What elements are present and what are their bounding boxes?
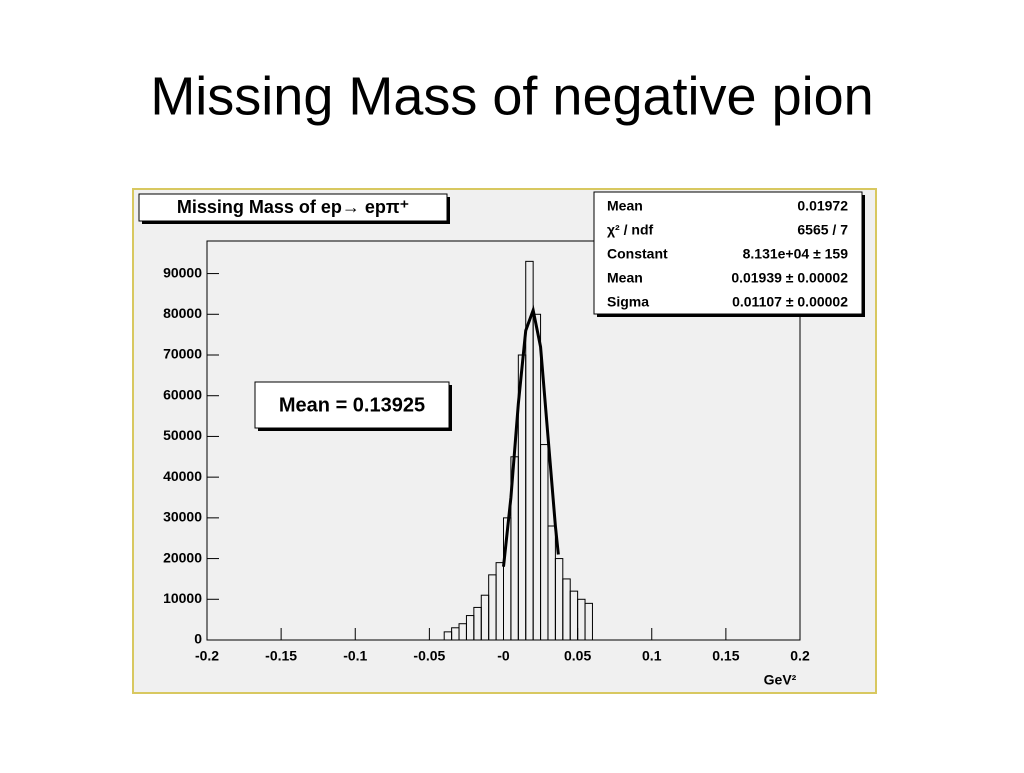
y-tick-label: 50000 bbox=[163, 427, 202, 443]
y-tick-label: 90000 bbox=[163, 264, 202, 280]
stats-label: χ² / ndf bbox=[607, 222, 653, 238]
stats-frame bbox=[593, 191, 863, 315]
x-tick-label: 0.05 bbox=[564, 648, 591, 664]
y-tick-label: 30000 bbox=[163, 509, 202, 525]
y-tick-label: 40000 bbox=[163, 468, 202, 484]
histogram-bar bbox=[584, 602, 593, 641]
y-tick-label: 70000 bbox=[163, 346, 202, 362]
stats-label: Mean bbox=[607, 198, 643, 214]
title-box bbox=[138, 193, 448, 222]
stats-label: Sigma bbox=[607, 294, 649, 310]
slide-title: Missing Mass of negative pion bbox=[150, 66, 873, 126]
stats-box: Mean 0.01972 χ² / ndf 6565 / 7 Constant 8.131… bbox=[593, 191, 865, 317]
stats-value: 0.01939 ± 0.00002 bbox=[731, 270, 848, 286]
x-tick-label: -0.15 bbox=[265, 648, 297, 664]
stats-value: 0.01972 bbox=[797, 198, 848, 214]
stats-value: 6565 / 7 bbox=[797, 222, 848, 238]
x-tick-label: 0.2 bbox=[790, 648, 810, 664]
y-tick-label: 0 bbox=[194, 631, 202, 647]
annotation-box bbox=[254, 381, 450, 429]
y-tick-label: 60000 bbox=[163, 386, 202, 402]
fit-curve bbox=[502, 304, 560, 567]
y-tick-label: 80000 bbox=[163, 305, 202, 321]
chart-title: Missing Mass of ep→ epπ⁺ bbox=[177, 197, 409, 217]
stats-value: 8.131e+04 ± 159 bbox=[743, 246, 849, 262]
stats-value: 0.01107 ± 0.00002 bbox=[732, 294, 848, 310]
x-tick-label: -0 bbox=[497, 648, 510, 664]
x-tick-label: -0.2 bbox=[195, 648, 219, 664]
stats-label: Mean bbox=[607, 270, 643, 286]
y-tick-label: 20000 bbox=[163, 549, 202, 565]
stats-label: Constant bbox=[607, 246, 668, 262]
y-tick-label: 10000 bbox=[163, 590, 202, 606]
x-tick-label: -0.1 bbox=[343, 648, 367, 664]
x-tick-label: 0.1 bbox=[642, 648, 662, 664]
x-tick-label: 0.15 bbox=[712, 648, 739, 664]
annotation: Mean = 0.13925 bbox=[279, 394, 425, 416]
x-tick-label: -0.05 bbox=[413, 648, 445, 664]
x-axis-label: GeV² bbox=[764, 672, 797, 688]
